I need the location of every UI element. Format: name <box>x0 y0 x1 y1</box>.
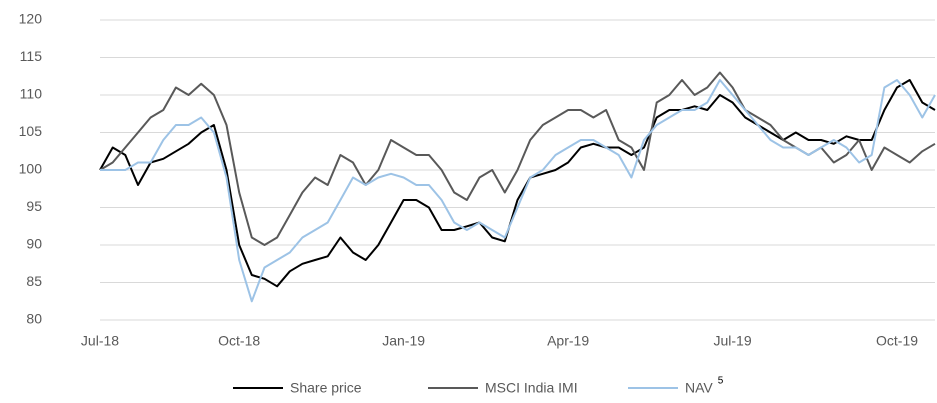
x-tick-label: Jul-18 <box>81 333 119 349</box>
x-tick-label: Oct-18 <box>218 333 260 349</box>
series-line <box>100 79 936 303</box>
series-line <box>99 71 936 246</box>
y-tick-label: 105 <box>19 123 43 139</box>
y-tick-label: 120 <box>19 11 43 27</box>
y-tick-label: 80 <box>26 311 42 327</box>
x-tick-label: Jan-19 <box>382 333 425 349</box>
x-tick-label: Oct-19 <box>876 333 918 349</box>
legend-label: Share price <box>290 380 362 396</box>
y-tick-label: 95 <box>26 198 42 214</box>
legend-footnote: 5 <box>718 376 724 387</box>
x-tick-label: Apr-19 <box>547 333 589 349</box>
y-tick-label: 90 <box>26 236 42 252</box>
y-tick-label: 85 <box>26 273 42 289</box>
y-tick-label: 110 <box>20 86 43 102</box>
y-tick-label: 115 <box>20 48 43 64</box>
legend-label: NAV <box>685 380 713 396</box>
legend-label: MSCI India IMI <box>485 380 578 396</box>
y-tick-label: 100 <box>19 161 43 177</box>
x-tick-label: Jul-19 <box>714 333 752 349</box>
series-line <box>99 79 936 288</box>
